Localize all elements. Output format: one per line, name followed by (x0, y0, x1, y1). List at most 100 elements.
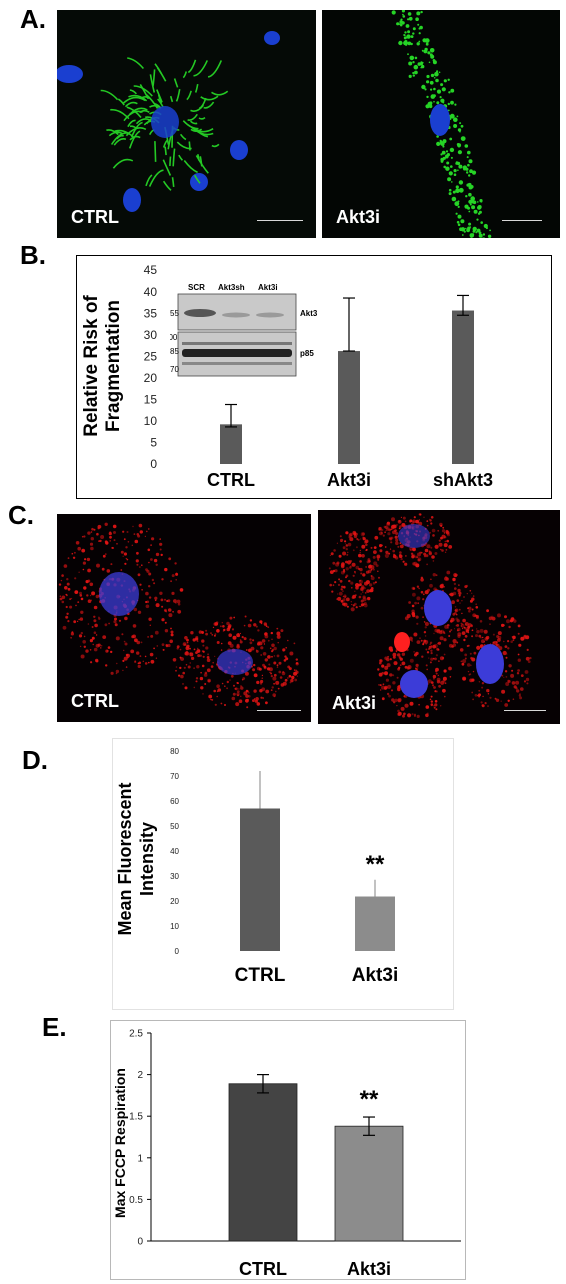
mitochondria-dot (434, 707, 436, 709)
mitochondria-dot (427, 589, 430, 592)
mitochondria-dot (426, 75, 429, 78)
mitochondria-dot (364, 582, 368, 586)
mitochondria-dot (333, 584, 335, 586)
mitochondria-dot (408, 62, 412, 66)
mitochondria-dot (125, 643, 128, 646)
mitochondria-dot (517, 669, 520, 672)
mitochondria-dot (472, 699, 474, 701)
mitochondria-dot (471, 692, 473, 694)
mitochondria-dot (478, 213, 480, 215)
mitochondria-dot (479, 681, 480, 682)
mitochondria-dot (413, 74, 415, 76)
mitochondria-dot (478, 696, 480, 698)
mitochondria-dot (417, 602, 419, 604)
mitochondria-dot (253, 664, 255, 666)
mitochondria-dot (384, 671, 388, 675)
category-label: CTRL (235, 965, 286, 986)
mitochondria-dot (467, 663, 471, 667)
mitochondria-dot (272, 677, 276, 681)
mitochondria-dot (66, 578, 68, 580)
mitochondria-dot (460, 219, 464, 223)
mitochondria-dot (501, 690, 505, 694)
mitochondria-dot (512, 681, 516, 685)
mitochondria-dot (470, 600, 473, 603)
mitochondria-dot (373, 556, 376, 559)
mitochondria-dot (412, 554, 416, 558)
mitochondria-dot (162, 643, 165, 646)
mitochondria-dot (291, 676, 294, 679)
mitochondria-dot (386, 679, 389, 682)
mitochondria-dot (107, 650, 109, 652)
mitochondria-dot (470, 653, 472, 655)
mitochondria-dot (404, 31, 406, 33)
mitochondria-dot (202, 665, 205, 668)
mitochondria-dot (482, 682, 484, 684)
mitochondria-dot (351, 604, 352, 605)
mitochondria-dot (456, 185, 459, 188)
micrograph-c-akt3i-image (318, 510, 560, 724)
mitochondria-dot (69, 598, 71, 600)
mitochondria-dot (256, 650, 259, 653)
mitochondria-dot (504, 615, 507, 618)
mitochondria-dot (271, 632, 273, 634)
mitochondria-dot (359, 552, 361, 554)
mitochondria-dot (69, 606, 72, 609)
mitochondria-stroke (155, 141, 156, 162)
mitochondria-dot (179, 667, 181, 669)
mitochondria-dot (296, 670, 297, 671)
mitochondria-dot (227, 628, 231, 632)
mitochondria-dot (257, 629, 259, 631)
mitochondria-dot (411, 35, 414, 38)
mitochondria-dot (67, 620, 69, 622)
mitochondria-dot (391, 517, 395, 521)
mitochondria-dot (95, 659, 98, 662)
mitochondria-dot (404, 36, 407, 39)
mitochondria-stroke (175, 79, 178, 88)
mitochondria-dot (360, 550, 361, 551)
mitochondria-dot (495, 698, 497, 700)
mitochondria-dot (426, 544, 430, 548)
mitochondria-dot (409, 17, 413, 21)
mitochondria-dot (80, 594, 83, 597)
mitochondria-dot (145, 536, 146, 537)
mitochondria-dot (446, 162, 449, 165)
mitochondria-dot (458, 146, 460, 148)
mitochondria-dot (267, 655, 271, 659)
mitochondria-dot (417, 42, 420, 45)
micrograph-a-akt3i: Akt3i (322, 10, 560, 238)
mitochondria-dot (423, 517, 424, 518)
mitochondria-dot (419, 513, 421, 515)
mitochondria-dot (113, 620, 116, 623)
mitochondria-dot (407, 666, 410, 669)
mitochondria-dot (207, 668, 211, 672)
mitochondria-dot (467, 593, 468, 594)
mitochondria-dot (65, 616, 68, 619)
mitochondria-dot (148, 528, 149, 529)
mitochondria-dot (397, 677, 399, 679)
mitochondria-dot (68, 557, 70, 559)
mitochondria-dot (236, 693, 239, 696)
mitochondria-dot (457, 169, 459, 171)
mitochondria-dot (334, 581, 336, 583)
mitochondria-dot (402, 14, 404, 16)
mitochondria-dot (150, 544, 152, 546)
mitochondria-dot (454, 612, 457, 615)
mitochondria-dot (185, 686, 188, 689)
mitochondria-dot (480, 221, 483, 224)
mitochondria-dot (351, 607, 355, 611)
mitochondria-dot (80, 617, 83, 620)
mitochondria-dot (164, 610, 166, 612)
mitochondria-dot (256, 681, 259, 684)
mitochondria-dot (128, 541, 130, 543)
mitochondria-dot (416, 11, 420, 15)
mitochondria-dot (240, 685, 242, 687)
panel-label-c: C. (8, 500, 34, 531)
mitochondria-dot (337, 543, 338, 544)
mitochondria-dot (475, 694, 478, 697)
mitochondria-dot (64, 586, 68, 590)
mitochondria-dot (248, 624, 252, 628)
mitochondria-dot (102, 635, 106, 639)
mitochondria-dot (427, 713, 429, 715)
mitochondria-dot (445, 552, 446, 553)
mitochondria-dot (166, 600, 168, 602)
